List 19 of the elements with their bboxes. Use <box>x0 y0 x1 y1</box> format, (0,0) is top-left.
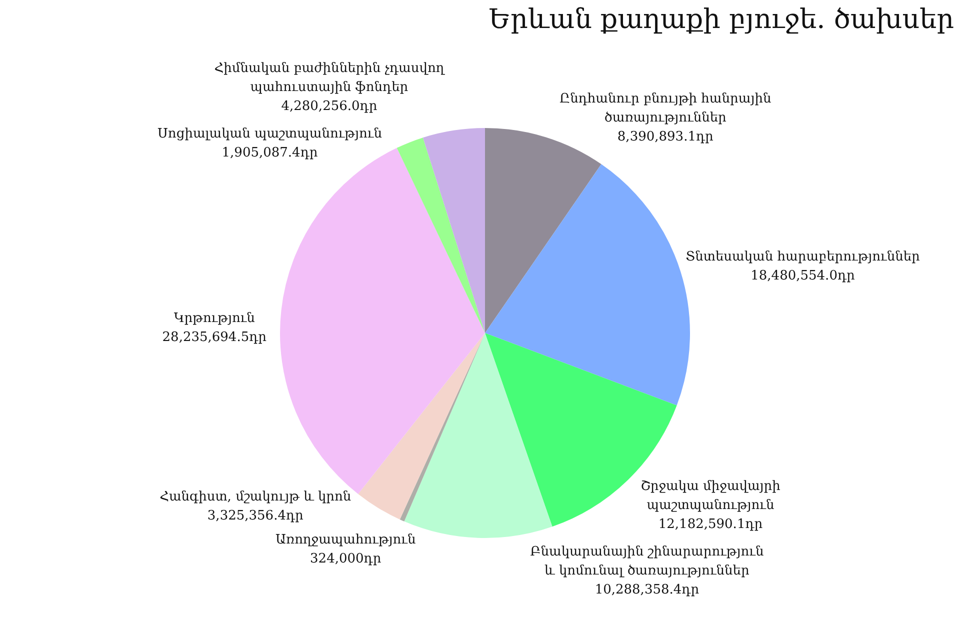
chart-title: Երևան քաղաքի բյուջե. ծախսեր <box>488 4 954 35</box>
slice-label: Բնակարանային շինարարություն և կոմունալ ծառայություններ <box>530 544 764 579</box>
slice-label: Տնտեսական հարաբերություններ <box>686 250 921 265</box>
data-label: 28,235,694.5դր <box>162 330 268 346</box>
data-label: 1,905,087.4դր <box>222 146 318 161</box>
data-label: 3,325,356.4դր <box>207 508 304 524</box>
slice-label: Հանգիստ, մշակույթ և կրոն <box>160 489 352 504</box>
data-label: 12,182,590.1դր <box>658 517 764 532</box>
slice-label: Շրջակա միջավայրի պաշտպանություն <box>640 479 780 514</box>
slice-label: Սոցիալական պաշտպանություն <box>158 126 382 142</box>
data-label: 8,390,893.1դր <box>617 130 714 145</box>
slice-label: Ընդհանուր բնույթի հանրային ծառայություններ <box>560 92 772 126</box>
data-label: 10,288,358.4դր <box>594 582 700 598</box>
data-label: 324,000դր <box>310 551 382 566</box>
slice-label: Կրթություն <box>174 311 255 326</box>
slice-label: Հիմնական բաժիններին չդասվող պահուստային ֆոնդեր <box>214 60 446 95</box>
data-label: 18,480,554.0դր <box>750 268 856 284</box>
data-label: 4,280,256.0դր <box>281 98 378 114</box>
slice-label: Առողջապահություն <box>275 532 416 548</box>
